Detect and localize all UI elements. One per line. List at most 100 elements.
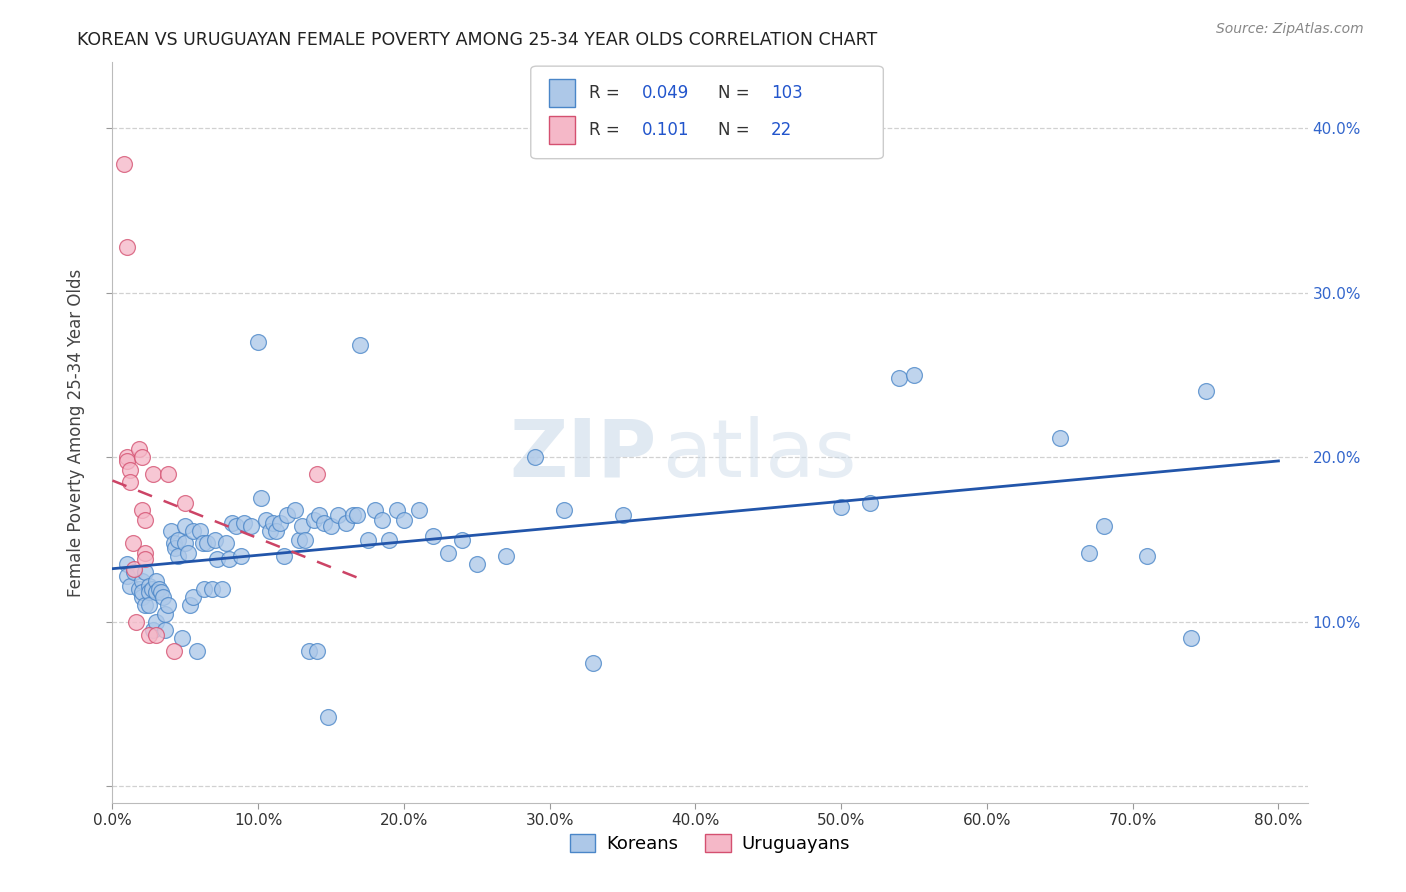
Point	[131, 574, 153, 588]
Point	[200, 582, 222, 596]
Point	[153, 607, 176, 621]
Point	[1194, 384, 1216, 399]
Point	[188, 524, 211, 539]
Point	[294, 533, 316, 547]
Point	[495, 549, 517, 563]
Point	[138, 579, 160, 593]
Point	[225, 519, 247, 533]
Point	[172, 632, 194, 646]
Text: R =: R =	[589, 120, 626, 139]
Text: KOREAN VS URUGUAYAN FEMALE POVERTY AMONG 25-34 YEAR OLDS CORRELATION CHART: KOREAN VS URUGUAYAN FEMALE POVERTY AMONG…	[77, 31, 877, 49]
Point	[422, 529, 444, 543]
Point	[288, 533, 311, 547]
Point	[553, 503, 575, 517]
Point	[128, 442, 150, 456]
Point	[134, 513, 156, 527]
Point	[211, 582, 233, 596]
Point	[159, 524, 181, 539]
Point	[269, 516, 291, 530]
Point	[364, 503, 387, 517]
FancyBboxPatch shape	[531, 66, 883, 159]
Point	[145, 628, 167, 642]
Point	[134, 546, 156, 560]
Point	[134, 552, 156, 566]
Point	[131, 590, 153, 604]
Point	[167, 533, 190, 547]
Point	[138, 599, 160, 613]
Point	[163, 644, 186, 658]
Point	[134, 566, 156, 580]
Point	[259, 524, 281, 539]
Text: 0.049: 0.049	[643, 84, 689, 102]
Point	[830, 500, 852, 514]
Point	[1136, 549, 1159, 563]
Point	[1092, 519, 1115, 533]
Point	[298, 644, 321, 658]
Point	[316, 710, 339, 724]
Text: atlas: atlas	[662, 416, 856, 494]
Point	[204, 533, 226, 547]
Point	[134, 599, 156, 613]
Point	[262, 516, 284, 530]
Point	[312, 516, 335, 530]
Point	[371, 513, 394, 527]
Point	[115, 453, 138, 467]
Point	[207, 552, 229, 566]
Y-axis label: Female Poverty Among 25-34 Year Olds: Female Poverty Among 25-34 Year Olds	[67, 268, 86, 597]
Point	[229, 549, 252, 563]
Point	[152, 590, 174, 604]
Point	[302, 513, 325, 527]
Point	[179, 599, 201, 613]
Point	[319, 519, 342, 533]
Point	[128, 582, 150, 596]
Point	[582, 656, 605, 670]
Point	[131, 585, 153, 599]
Point	[1049, 431, 1071, 445]
Point	[174, 519, 197, 533]
Point	[124, 562, 146, 576]
Point	[148, 582, 170, 596]
Point	[889, 371, 911, 385]
Point	[378, 533, 401, 547]
Point	[122, 536, 145, 550]
Point	[232, 516, 254, 530]
Point	[903, 368, 925, 382]
Point	[221, 516, 243, 530]
Point	[156, 599, 179, 613]
Point	[612, 508, 634, 522]
Point	[145, 574, 167, 588]
Point	[250, 491, 273, 506]
Point	[125, 615, 148, 629]
Point	[191, 536, 214, 550]
Point	[392, 513, 415, 527]
Point	[264, 524, 287, 539]
Point	[141, 582, 163, 596]
Point	[145, 585, 167, 599]
Point	[181, 590, 204, 604]
Point	[346, 508, 368, 522]
Point	[118, 475, 141, 489]
Text: 22: 22	[770, 120, 792, 139]
Point	[1180, 632, 1202, 646]
Point	[165, 541, 187, 555]
Point	[305, 467, 328, 481]
Point	[328, 508, 350, 522]
Point	[308, 508, 330, 522]
Text: 0.101: 0.101	[643, 120, 689, 139]
Point	[247, 335, 270, 350]
Point	[181, 524, 204, 539]
Point	[186, 644, 208, 658]
Point	[1078, 546, 1101, 560]
Point	[142, 467, 165, 481]
FancyBboxPatch shape	[548, 116, 575, 144]
Point	[115, 240, 138, 254]
Point	[524, 450, 547, 465]
Text: 103: 103	[770, 84, 803, 102]
Point	[153, 623, 176, 637]
Point	[115, 558, 138, 572]
Text: N =: N =	[718, 84, 755, 102]
Point	[138, 628, 160, 642]
Point	[115, 568, 138, 582]
Point	[218, 552, 240, 566]
Text: R =: R =	[589, 84, 626, 102]
